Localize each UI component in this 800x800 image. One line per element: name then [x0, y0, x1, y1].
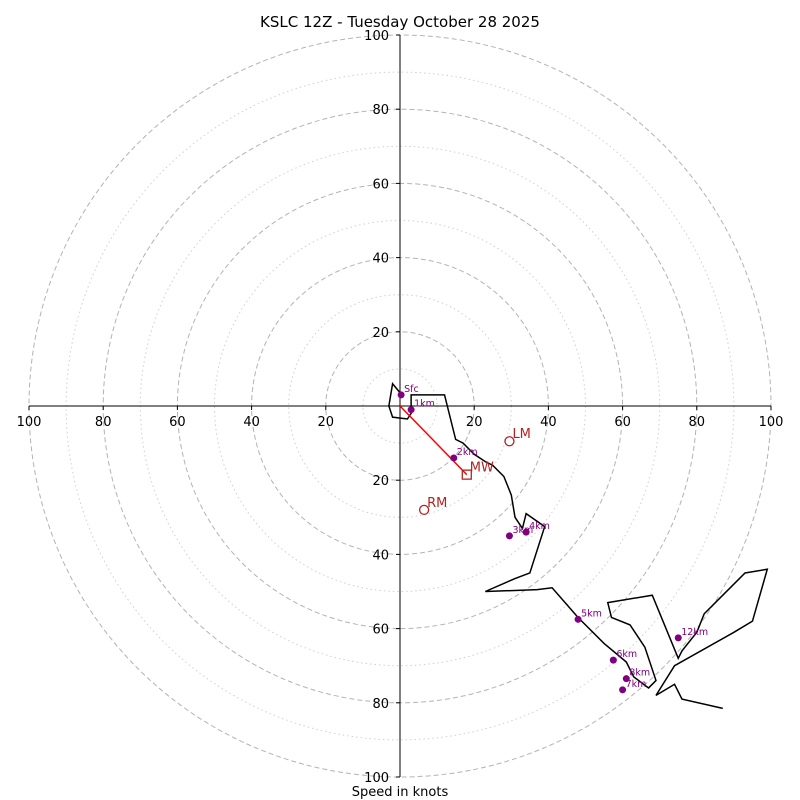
- x-tick-label: 80: [689, 415, 706, 430]
- x-tick-label: 40: [540, 415, 557, 430]
- x-tick-label: 20: [318, 415, 335, 430]
- y-tick-label: 40: [372, 252, 389, 267]
- y-tick-label: 40: [372, 548, 389, 563]
- shear-line: [399, 405, 468, 476]
- x-tick-label: 20: [466, 415, 483, 430]
- height-label: 4km: [529, 521, 550, 532]
- height-label: 6km: [616, 649, 637, 660]
- height-marker-6km: [609, 656, 617, 664]
- height-marker-1km: [407, 406, 415, 414]
- height-marker-2km: [450, 454, 458, 462]
- x-tick-labels: 100 80 60 40 20 20 40 60 80 100: [17, 406, 784, 430]
- height-marker-sfc: [397, 391, 405, 399]
- height-label: 5km: [581, 608, 602, 619]
- storm-motion-lm: [504, 436, 515, 447]
- storm-motion-label: MW: [470, 461, 494, 476]
- height-marker-5km: [574, 615, 582, 623]
- height-marker-8km: [622, 675, 630, 683]
- y-tick-label: 60: [372, 177, 389, 192]
- height-label: 3km: [512, 525, 533, 536]
- height-label: 7km: [626, 679, 647, 690]
- height-marker-12km: [674, 634, 682, 642]
- x-tick-label: 60: [614, 415, 631, 430]
- storm-motions: LM RM MW: [418, 427, 531, 516]
- profile-line: [388, 382, 769, 710]
- x-tick-label: 100: [759, 415, 784, 430]
- y-tick-label: 80: [372, 103, 389, 118]
- shear-vector: [399, 405, 468, 476]
- y-tick-label: 100: [364, 771, 389, 786]
- storm-motion-label: LM: [512, 427, 530, 442]
- storm-motion-rm: [418, 504, 430, 516]
- storm-motion-mw: [461, 469, 472, 480]
- y-tick-label: 20: [372, 326, 389, 341]
- x-tick-label: 80: [95, 415, 112, 430]
- height-marker-4km: [522, 528, 530, 536]
- x-tick-label: 40: [243, 415, 260, 430]
- height-label: 2km: [457, 447, 478, 458]
- height-marker-7km: [619, 686, 627, 694]
- height-label: 8km: [629, 668, 650, 679]
- height-label: 1km: [414, 399, 435, 410]
- y-tick-labels: 100 80 60 40 20 20 40 60 80 100: [364, 29, 400, 786]
- x-axis-label: Speed in knots: [352, 785, 449, 800]
- height-label: Sfc: [404, 384, 419, 395]
- height-marker-3km: [505, 532, 513, 540]
- y-tick-label: 60: [372, 623, 389, 638]
- y-tick-label: 20: [372, 474, 389, 489]
- x-tick-label: 60: [169, 415, 186, 430]
- height-label: 12km: [681, 627, 708, 638]
- y-tick-label: 80: [372, 697, 389, 712]
- x-tick-label: 100: [17, 415, 42, 430]
- wind-profile: [388, 382, 769, 710]
- chart-title: KSLC 12Z - Tuesday October 28 2025: [260, 13, 540, 31]
- y-tick-label: 100: [364, 29, 389, 44]
- storm-motion-label: RM: [427, 496, 447, 511]
